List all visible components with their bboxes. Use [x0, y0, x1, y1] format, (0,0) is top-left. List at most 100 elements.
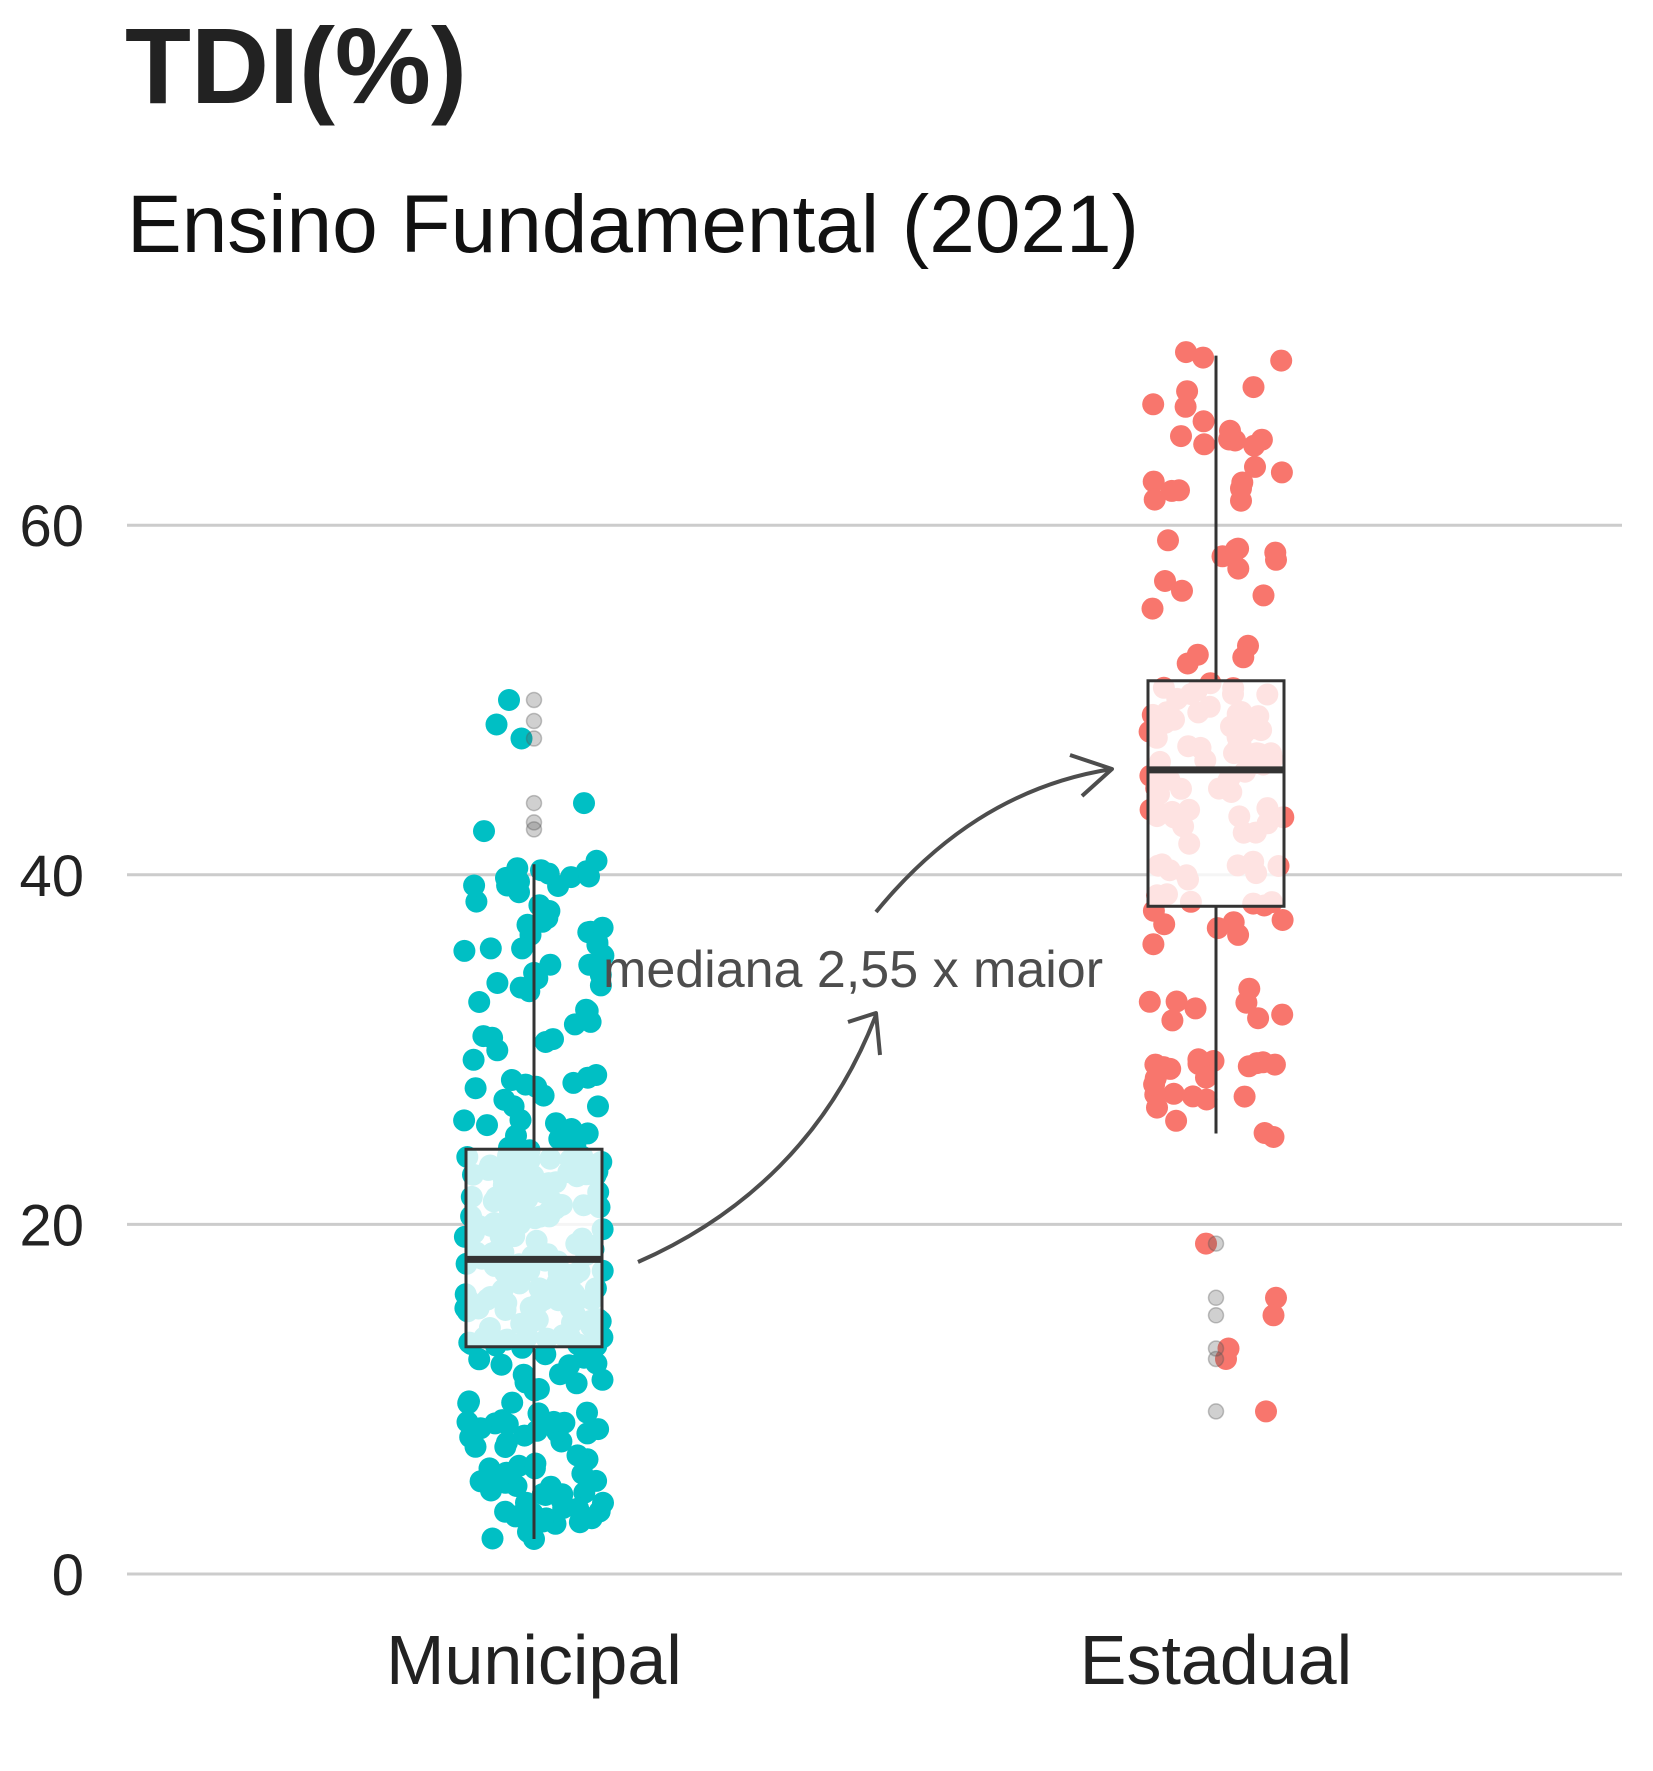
data-point-municipal	[539, 953, 562, 976]
data-point-municipal	[495, 1461, 518, 1484]
data-point-estadual	[1271, 909, 1294, 931]
data-point-municipal	[453, 1109, 476, 1132]
data-point-estadual	[1255, 1400, 1277, 1423]
data-point-estadual	[1142, 933, 1165, 956]
data-point-municipal	[463, 874, 486, 897]
box-municipal	[464, 1147, 604, 1349]
data-point-estadual	[1247, 1007, 1270, 1030]
y-axis-ticks: 0 20 40 60	[19, 494, 84, 1608]
data-point-estadual	[1192, 410, 1215, 433]
box-layer	[464, 355, 1286, 1540]
data-point-municipal	[576, 1401, 598, 1424]
data-point-estadual	[1244, 455, 1266, 478]
data-point-estadual	[1143, 488, 1166, 511]
data-point-municipal	[472, 1025, 495, 1048]
data-point-municipal	[592, 1491, 614, 1514]
data-point-municipal	[465, 890, 488, 913]
data-point-municipal	[508, 870, 530, 893]
outlier-points	[525, 691, 1225, 1420]
box-estadual	[1146, 679, 1286, 908]
data-point-municipal	[510, 727, 533, 750]
y-tick-label-40: 40	[19, 844, 84, 909]
data-point-estadual	[1175, 341, 1197, 364]
data-point-estadual	[1195, 1232, 1217, 1255]
data-point-estadual	[1186, 643, 1209, 666]
data-point-municipal	[542, 1410, 565, 1433]
data-point-municipal	[480, 1479, 502, 1502]
data-point-municipal	[558, 1354, 581, 1377]
data-point-estadual	[1192, 346, 1215, 369]
data-point-estadual	[1160, 479, 1183, 502]
data-point-estadual	[1262, 1304, 1285, 1327]
data-point-municipal	[494, 1436, 517, 1458]
annotation-arrowhead-upper	[1069, 753, 1114, 798]
data-point-estadual	[1195, 1088, 1218, 1111]
data-point-estadual	[1171, 579, 1193, 602]
data-point-estadual	[1227, 923, 1250, 946]
annotation-arrow-upper	[874, 767, 1113, 914]
data-point-municipal	[578, 1345, 601, 1367]
data-point-municipal	[464, 1077, 487, 1100]
data-point-estadual	[1270, 461, 1293, 484]
outlier-point-estadual	[1207, 1235, 1225, 1252]
data-point-municipal	[498, 689, 520, 711]
data-point-municipal	[573, 792, 595, 815]
data-point-estadual	[1162, 1082, 1185, 1105]
data-point-estadual	[1262, 1126, 1285, 1148]
outlier-point-estadual	[1207, 1350, 1225, 1368]
data-point-municipal	[591, 1368, 614, 1391]
data-point-municipal	[486, 1039, 509, 1062]
data-point-municipal	[587, 1095, 609, 1118]
data-point-estadual	[1174, 395, 1197, 418]
outlier-point-municipal	[525, 814, 543, 831]
data-point-estadual	[1225, 538, 1247, 561]
data-point-estadual	[1138, 990, 1161, 1013]
y-tick-label-20: 20	[19, 1193, 84, 1258]
outlier-point-estadual	[1207, 1289, 1225, 1307]
data-point-estadual	[1270, 349, 1293, 372]
data-point-estadual	[1215, 1348, 1237, 1370]
x-label-estadual: Estadual	[1080, 1621, 1352, 1699]
x-label-municipal: Municipal	[386, 1621, 682, 1699]
outlier-point-municipal	[525, 821, 543, 838]
gridlines	[127, 523, 1622, 1576]
data-point-municipal	[565, 1372, 588, 1395]
data-point-estadual	[1152, 1056, 1175, 1079]
data-point-municipal	[501, 1391, 524, 1414]
data-point-municipal	[578, 865, 600, 888]
data-point-municipal	[532, 1510, 554, 1533]
data-point-municipal	[537, 862, 560, 885]
data-point-estadual	[1233, 1085, 1256, 1108]
outlier-point-estadual	[1207, 1340, 1225, 1357]
data-point-municipal	[464, 1435, 487, 1458]
data-point-estadual	[1230, 489, 1252, 512]
outlier-point-municipal	[525, 730, 543, 747]
data-point-municipal	[525, 1419, 548, 1442]
outlier-point-municipal	[525, 712, 543, 730]
annotation: mediana 2,55 x maior	[603, 753, 1114, 1264]
data-point-municipal	[479, 937, 502, 960]
data-point-estadual	[1265, 1286, 1287, 1309]
data-point-municipal	[473, 820, 495, 843]
data-point-estadual	[1265, 548, 1287, 571]
data-point-municipal	[493, 1088, 516, 1111]
data-point-municipal	[462, 1048, 485, 1071]
outlier-point-estadual	[1207, 1307, 1225, 1324]
chart-title: TDI(%)	[125, 5, 467, 126]
data-point-estadual	[1143, 1073, 1166, 1096]
data-point-municipal	[453, 939, 476, 962]
data-point-estadual	[1263, 1053, 1286, 1076]
data-point-estadual	[1246, 1052, 1268, 1075]
data-point-estadual	[1154, 570, 1176, 592]
data-point-estadual	[1142, 393, 1165, 416]
data-point-municipal	[585, 1469, 608, 1492]
y-tick-label-60: 60	[19, 494, 84, 559]
data-point-estadual	[1271, 1003, 1294, 1026]
data-point-estadual	[1153, 913, 1176, 936]
data-point-municipal	[587, 1418, 610, 1441]
data-point-municipal	[525, 1075, 548, 1098]
data-point-municipal	[511, 937, 534, 960]
data-point-municipal	[490, 1353, 513, 1376]
data-point-estadual	[1243, 434, 1266, 457]
data-point-estadual	[1165, 990, 1188, 1013]
